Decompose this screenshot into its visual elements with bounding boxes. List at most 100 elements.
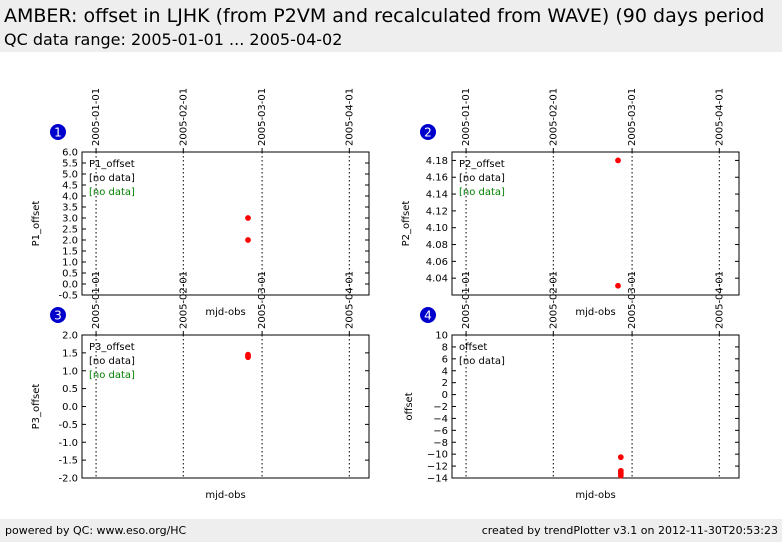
footer-bar: powered by QC: www.eso.org/HC created by…	[0, 519, 782, 542]
charts-area: 2005-01-01 2005-02-01 2005-03-01 2005-04-01…	[31, 88, 740, 501]
y-tick-label: 1.5	[62, 348, 78, 359]
plot-frame	[81, 151, 370, 296]
x-tick-label: 2005-04-01	[714, 88, 725, 146]
y-tick-label: −10	[427, 450, 448, 461]
legend-entry: [no data]	[459, 356, 505, 367]
x-tick-label: 2005-01-01	[461, 271, 472, 329]
y-tick-label: 6.0	[62, 148, 78, 159]
y-tick-label: 8	[442, 342, 448, 353]
legend-entry: [no data]	[89, 370, 135, 381]
data-point	[617, 454, 624, 461]
y-tick-label: 2.0	[62, 236, 78, 247]
y-axis-label: P2_offset	[401, 201, 412, 247]
y-tick-label: 0.5	[62, 384, 78, 395]
y-tick-label: 4	[442, 366, 448, 377]
chart-panel-4: 2005-01-01 2005-02-01 2005-03-01 2005-04-01…	[404, 271, 740, 501]
x-tick-label: 2005-04-01	[714, 271, 725, 329]
panel-number-badge	[420, 307, 436, 323]
y-tick-label: 4.14	[426, 190, 448, 201]
y-tick-label: −12	[427, 462, 448, 473]
header-bar: AMBER: offset in LJHK (from P2VM and rec…	[0, 0, 782, 52]
x-tick-label: 2005-02-01	[548, 271, 559, 329]
y-tick-label: -0.5	[58, 291, 78, 302]
data-point	[245, 354, 251, 361]
page-subtitle: QC data range: 2005-01-01 ... 2005-04-02	[4, 30, 343, 49]
y-tick-label: −14	[427, 474, 448, 485]
y-tick-label: 4.06	[426, 257, 448, 268]
y-tick-label: -0.5	[58, 420, 78, 431]
legend-entry: [no data]	[89, 173, 135, 184]
y-tick-label: −4	[433, 414, 448, 425]
panel-number: 4	[424, 309, 432, 323]
y-tick-label: 4.5	[62, 181, 78, 192]
y-tick-label: -2.0	[58, 474, 78, 485]
y-tick-label: 4.10	[426, 223, 448, 234]
y-tick-label: 4.0	[62, 192, 78, 203]
y-tick-label: 0.0	[62, 280, 78, 291]
x-tick-label: 2005-01-01	[91, 88, 102, 146]
y-tick-label: 2.5	[62, 225, 78, 236]
y-tick-label: 4.18	[426, 156, 448, 167]
y-tick-label: 4.12	[426, 206, 448, 217]
legend-entry: [no data]	[459, 173, 505, 184]
y-tick-label: 0	[442, 390, 448, 401]
x-tick-label: 2005-03-01	[257, 88, 268, 146]
x-axis-label: mjd-obs	[205, 490, 245, 501]
y-tick-label: 1.0	[62, 258, 78, 269]
plot-frame	[451, 334, 740, 479]
footer-created-by: created by trendPlotter v3.1 on 2012-11-…	[481, 524, 778, 537]
y-tick-label: 0.0	[62, 402, 78, 413]
y-tick-label: -1.5	[58, 456, 78, 467]
y-tick-label: 4.16	[426, 173, 448, 184]
page-title: AMBER: offset in LJHK (from P2VM and rec…	[4, 5, 765, 27]
panel-number: 2	[424, 126, 432, 140]
y-tick-label: 3.5	[62, 203, 78, 214]
y-tick-label: 4.04	[426, 274, 448, 285]
x-tick-label: 2005-04-01	[344, 271, 355, 329]
y-tick-label: 3.0	[62, 214, 78, 225]
y-tick-label: -1.0	[58, 438, 78, 449]
plot-frame	[81, 334, 370, 479]
panel-number: 3	[54, 309, 62, 323]
legend-entry: offset	[459, 342, 487, 353]
plot-frame	[451, 151, 740, 296]
legend-entry: P2_offset	[459, 159, 505, 170]
legend-entry: [no data]	[459, 187, 505, 198]
y-tick-label: 10	[435, 331, 448, 342]
legend-entry: [no data]	[89, 356, 135, 367]
x-tick-label: 2005-02-01	[178, 271, 189, 329]
chart-panel-2: 2005-01-01 2005-02-01 2005-03-01 2005-04-01…	[401, 88, 740, 318]
data-point	[617, 472, 624, 479]
legend-entry: [no data]	[89, 187, 135, 198]
y-tick-label: 4.08	[426, 240, 448, 251]
chart-panel-3: 2005-01-01 2005-02-01 2005-03-01 2005-04-01…	[31, 271, 370, 501]
y-axis-label: P3_offset	[31, 384, 42, 430]
x-tick-label: 2005-03-01	[627, 88, 638, 146]
x-axis-label: mjd-obs	[575, 490, 615, 501]
y-tick-label: 1.5	[62, 247, 78, 258]
legend-entry: P1_offset	[89, 159, 135, 170]
x-tick-label: 2005-03-01	[257, 271, 268, 329]
x-tick-label: 2005-02-01	[178, 88, 189, 146]
legend-entry: P3_offset	[89, 342, 135, 353]
y-tick-label: −2	[433, 402, 448, 413]
panel-number-badge	[50, 124, 66, 140]
x-tick-label: 2005-01-01	[91, 271, 102, 329]
x-tick-label: 2005-02-01	[548, 88, 559, 146]
x-axis-label: mjd-obs	[205, 307, 245, 318]
y-axis-label: P1_offset	[31, 201, 42, 247]
footer-powered-by: powered by QC: www.eso.org/HC	[5, 524, 187, 537]
y-tick-label: −6	[433, 426, 448, 437]
y-tick-label: −8	[433, 438, 448, 449]
data-point	[615, 157, 621, 164]
y-tick-label: 5.0	[62, 170, 78, 181]
chart-panel-1: 2005-01-01 2005-02-01 2005-03-01 2005-04-01…	[31, 88, 370, 318]
y-tick-label: 0.5	[62, 269, 78, 280]
y-tick-label: 1.0	[62, 366, 78, 377]
data-point	[615, 282, 621, 289]
x-tick-label: 2005-01-01	[461, 88, 472, 146]
panel-number: 1	[54, 126, 62, 140]
panel-number-badge	[50, 307, 66, 323]
y-tick-label: 6	[442, 354, 448, 365]
x-tick-label: 2005-04-01	[344, 88, 355, 146]
